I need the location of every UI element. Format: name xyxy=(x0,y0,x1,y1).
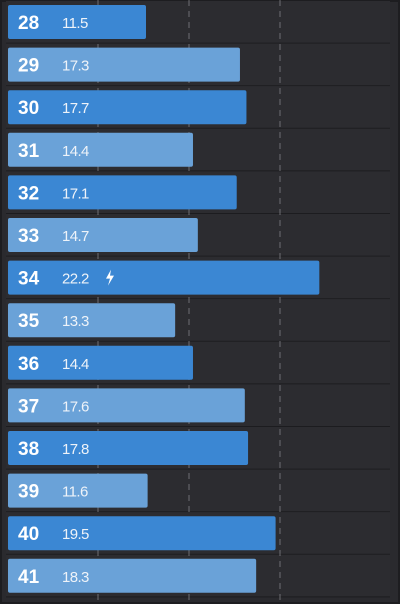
category-label: 33 xyxy=(18,226,39,247)
category-label: 35 xyxy=(18,311,40,332)
bar-30 xyxy=(8,90,247,125)
value-label: 18.3 xyxy=(62,569,89,586)
value-label: 14.4 xyxy=(62,356,89,373)
category-label: 37 xyxy=(18,396,39,417)
bar-37 xyxy=(8,388,245,423)
bar-36 xyxy=(8,345,193,380)
value-label: 19.5 xyxy=(62,526,89,543)
category-label: 30 xyxy=(18,98,39,119)
bar-35 xyxy=(8,303,176,338)
category-label: 40 xyxy=(18,524,39,545)
value-label: 11.6 xyxy=(62,484,88,501)
bars xyxy=(8,5,320,593)
bar-41 xyxy=(8,558,257,593)
category-label: 36 xyxy=(18,354,39,375)
value-label: 17.8 xyxy=(62,441,89,458)
category-label: 28 xyxy=(18,13,39,34)
value-label: 11.5 xyxy=(62,15,88,32)
bar-38 xyxy=(8,431,249,465)
bar-39 xyxy=(8,473,148,508)
category-label: 32 xyxy=(18,183,39,204)
bar-40 xyxy=(8,516,276,551)
category-label: 34 xyxy=(18,269,40,290)
bar-28 xyxy=(8,5,146,39)
value-label: 17.3 xyxy=(62,58,89,75)
category-label: 39 xyxy=(18,482,39,503)
value-label: 17.6 xyxy=(62,398,89,415)
value-label: 14.7 xyxy=(62,228,89,245)
bar-33 xyxy=(8,218,198,252)
labels: 28 11.5 29 17.3 30 17.7 31 14.4 32 17.1 33 14.7 34 22… xyxy=(18,13,114,588)
value-label: 14.4 xyxy=(62,143,89,160)
category-label: 29 xyxy=(18,56,39,77)
bar-29 xyxy=(8,47,240,82)
value-label: 17.7 xyxy=(62,100,89,117)
category-label: 38 xyxy=(18,439,39,460)
bar-32 xyxy=(8,175,237,210)
value-label: 22.2 xyxy=(62,271,89,288)
bar-31 xyxy=(8,132,193,167)
lightning-bolt-icon xyxy=(106,269,114,286)
value-label: 13.3 xyxy=(62,313,89,330)
bar-34 xyxy=(8,260,320,295)
value-label: 17.1 xyxy=(62,185,89,202)
category-label: 41 xyxy=(18,567,40,588)
category-label: 31 xyxy=(18,141,40,162)
